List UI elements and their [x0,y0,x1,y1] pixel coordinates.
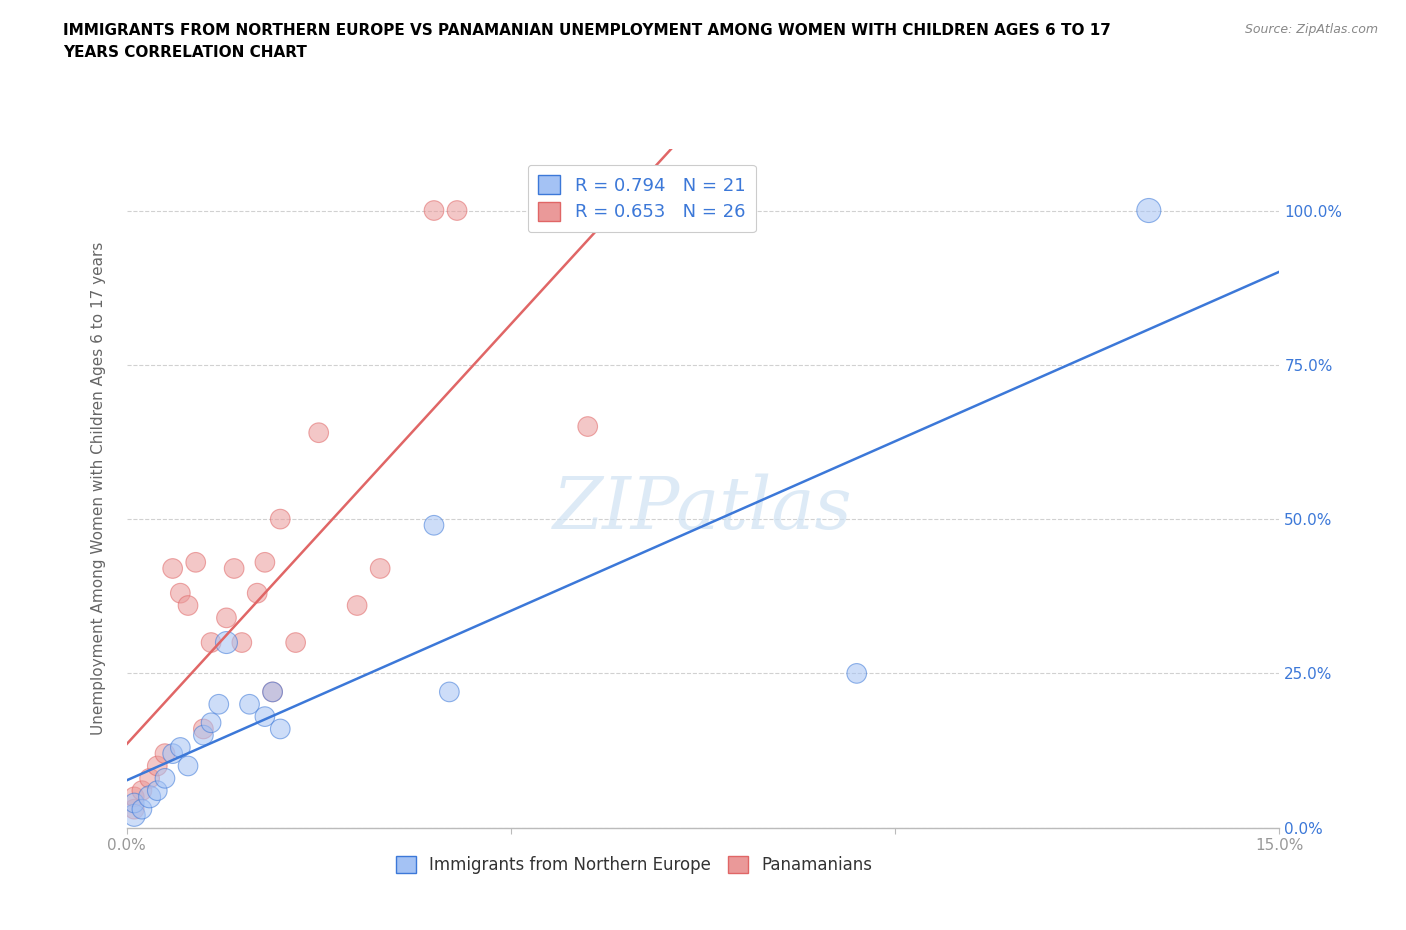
Point [284,635,307,650]
Point [215,635,238,650]
Y-axis label: Unemployment Among Women with Children Ages 6 to 17 years: Unemployment Among Women with Children A… [91,242,105,735]
Point [146,759,169,774]
Point [346,598,368,613]
Point [153,746,176,761]
Point [169,586,191,601]
Point [215,610,238,625]
Point [122,790,145,804]
Point [162,746,184,761]
Point [193,722,215,737]
Point [122,802,145,817]
Point [162,561,184,576]
Point [208,697,231,711]
Point [138,790,160,804]
Point [153,771,176,786]
Point [845,666,868,681]
Point [446,203,468,218]
Point [576,419,599,434]
Point [131,783,153,798]
Point [423,518,446,533]
Point [224,561,246,576]
Text: ZIPatlas: ZIPatlas [553,473,853,544]
Text: IMMIGRANTS FROM NORTHERN EUROPE VS PANAMANIAN UNEMPLOYMENT AMONG WOMEN WITH CHIL: IMMIGRANTS FROM NORTHERN EUROPE VS PANAM… [63,23,1111,60]
Point [269,512,291,526]
Point [177,759,200,774]
Point [184,555,207,570]
Point [193,727,215,742]
Point [423,203,446,218]
Point [308,425,330,440]
Text: Source: ZipAtlas.com: Source: ZipAtlas.com [1244,23,1378,36]
Point [368,561,391,576]
Point [439,684,461,699]
Point [122,795,145,810]
Point [262,684,284,699]
Point [131,802,153,817]
Legend: Immigrants from Northern Europe, Panamanians: Immigrants from Northern Europe, Panaman… [389,849,879,881]
Point [246,586,269,601]
Point [122,808,145,823]
Point [262,684,284,699]
Point [269,722,291,737]
Point [200,635,222,650]
Point [138,771,160,786]
Point [146,783,169,798]
Point [231,635,253,650]
Point [200,715,222,730]
Point [253,710,276,724]
Point [1137,203,1160,218]
Point [238,697,260,711]
Point [169,740,191,755]
Point [177,598,200,613]
Point [253,555,276,570]
